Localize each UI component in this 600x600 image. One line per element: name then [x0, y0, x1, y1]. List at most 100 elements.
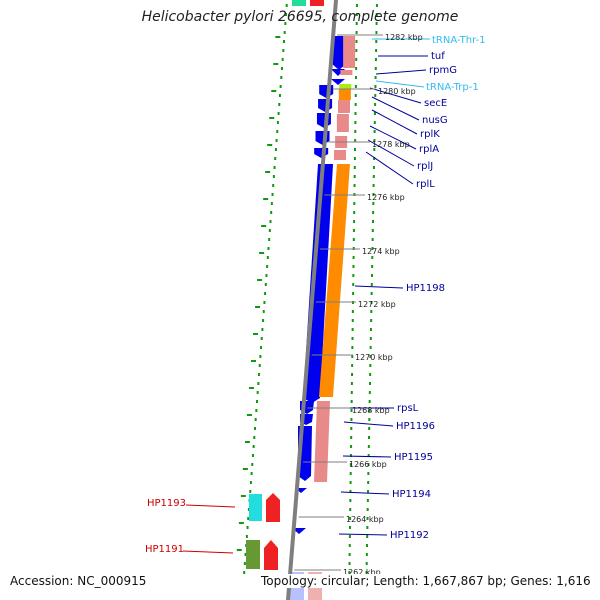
dot-track-1 — [274, 148, 277, 151]
leader-line — [342, 455, 392, 458]
gene-label-rpll: rplL — [416, 179, 435, 190]
dot-track-1 — [268, 238, 271, 241]
dot-track-2 — [351, 355, 354, 358]
dash-mark — [273, 63, 279, 65]
dot-track-0 — [370, 292, 373, 295]
accession-text: Accession: NC_000915 — [8, 574, 149, 588]
dot-track-1 — [253, 436, 256, 439]
leader-line — [371, 96, 420, 121]
dot-track-0 — [370, 319, 373, 322]
dot-track-0 — [367, 445, 370, 448]
dash-mark — [267, 144, 273, 146]
leader-line — [340, 491, 390, 495]
dash-mark — [244, 441, 250, 443]
kbp-tick-label: 1274 kbp — [362, 247, 400, 256]
dot-track-2 — [352, 292, 355, 295]
dot-track-0 — [369, 346, 372, 349]
topology-text: Topology: circular; Length: 1,667,867 bp… — [259, 574, 593, 588]
gene-label-rpmg: rpmG — [429, 65, 457, 76]
dot-track-1 — [274, 157, 277, 160]
leader-line — [182, 550, 234, 554]
dot-track-0 — [366, 499, 369, 502]
dot-track-2 — [350, 391, 353, 394]
dot-track-1 — [265, 274, 268, 277]
dot-track-1 — [247, 517, 250, 520]
gene-arrow-rpl-3 — [315, 131, 330, 145]
dot-track-0 — [371, 247, 374, 250]
dot-track-1 — [249, 481, 252, 484]
dot-track-1 — [284, 22, 287, 25]
dot-track-1 — [285, 13, 288, 16]
dot-track-2 — [355, 31, 358, 34]
dot-track-1 — [269, 220, 272, 223]
dot-track-1 — [249, 490, 252, 493]
feature-block-1 — [340, 70, 353, 75]
dot-track-2 — [354, 85, 357, 88]
dot-track-2 — [355, 67, 358, 70]
leader-line — [354, 285, 404, 289]
dot-track-0 — [366, 517, 369, 520]
dot-track-1 — [255, 409, 258, 412]
dot-track-2 — [349, 499, 352, 502]
dot-track-2 — [348, 544, 351, 547]
kbp-tick-label: 1278 kbp — [372, 140, 410, 149]
dot-track-2 — [353, 220, 356, 223]
dot-track-2 — [348, 553, 351, 556]
dot-track-2 — [354, 103, 357, 106]
dot-track-0 — [374, 67, 377, 70]
dot-track-0 — [365, 562, 368, 565]
dot-track-0 — [375, 13, 378, 16]
dot-track-0 — [367, 481, 370, 484]
dot-track-2 — [355, 13, 358, 16]
dot-track-0 — [372, 211, 375, 214]
dot-track-0 — [375, 4, 378, 7]
dot-track-2 — [349, 472, 352, 475]
label-leader-lines — [182, 38, 430, 554]
dot-track-0 — [367, 454, 370, 457]
dot-track-0 — [372, 193, 375, 196]
gene-label-nusg: nusG — [422, 115, 448, 126]
dot-track-0 — [373, 130, 376, 133]
dot-track-2 — [355, 22, 358, 25]
dot-track-0 — [375, 40, 378, 43]
dot-track-1 — [281, 58, 284, 61]
dot-track-1 — [260, 346, 263, 349]
dot-track-2 — [349, 454, 352, 457]
dot-track-1 — [243, 562, 246, 565]
dot-track-0 — [365, 553, 368, 556]
dot-track-2 — [352, 238, 355, 241]
dot-track-0 — [373, 112, 376, 115]
dot-track-1 — [278, 103, 281, 106]
dot-track-1 — [256, 391, 259, 394]
dot-track-1 — [282, 49, 285, 52]
dot-track-1 — [266, 256, 269, 259]
dot-track-0 — [372, 166, 375, 169]
dot-track-2 — [351, 373, 354, 376]
dot-track-1 — [266, 265, 269, 268]
dot-track-1 — [267, 247, 270, 250]
dot-track-2 — [348, 562, 351, 565]
dot-track-0 — [365, 571, 368, 574]
gene-label-hp1195: HP1195 — [394, 452, 433, 463]
feature-salmon-lower — [314, 401, 330, 482]
dot-track-1 — [257, 382, 260, 385]
map-title: Helicobacter pylori 26695, complete geno… — [141, 9, 459, 25]
dot-track-1 — [244, 553, 247, 556]
dash-mark — [253, 333, 259, 335]
dot-track-0 — [371, 229, 374, 232]
dot-track-1 — [246, 526, 249, 529]
kbp-tick-label: 1276 kbp — [367, 193, 405, 202]
dot-track-2 — [350, 400, 353, 403]
gene-label-rplk: rplK — [420, 129, 440, 140]
dot-track-1 — [271, 193, 274, 196]
kbp-tick-label: 1262 kbp — [343, 568, 381, 577]
dot-track-1 — [258, 373, 261, 376]
dot-track-0 — [366, 544, 369, 547]
dot-track-0 — [375, 22, 378, 25]
dot-track-1 — [256, 400, 258, 403]
dot-track-0 — [367, 463, 370, 466]
kbp-ticks: 1282 kbp 1280 kbp 1278 kbp 1276 kbp 1274 kbp… — [294, 33, 423, 577]
feature-block-0 — [343, 36, 356, 68]
dot-track-1 — [251, 463, 254, 466]
dot-track-0 — [368, 436, 371, 439]
